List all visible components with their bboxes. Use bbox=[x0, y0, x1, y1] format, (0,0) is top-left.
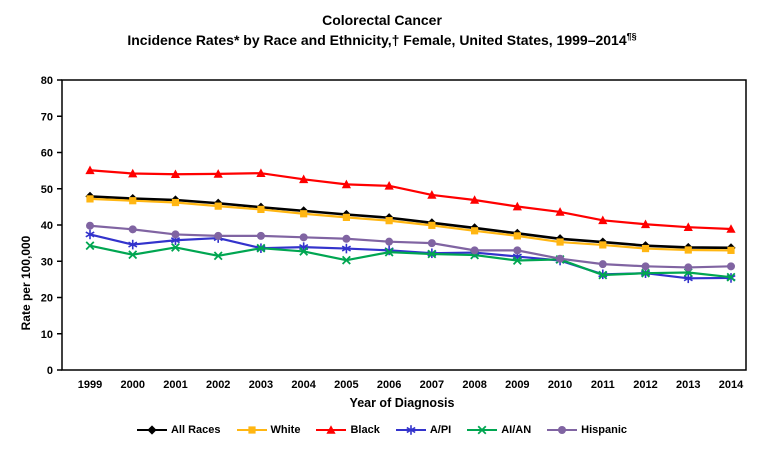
legend-label: A/PI bbox=[429, 424, 452, 436]
x-tick-label: 2004 bbox=[291, 379, 316, 391]
legend-marker-icon bbox=[236, 426, 267, 434]
legend-marker-icon bbox=[316, 425, 347, 434]
series-a-pi bbox=[85, 229, 736, 284]
y-tick-label: 70 bbox=[41, 111, 53, 123]
series-white bbox=[86, 195, 735, 254]
x-tick-label: 2012 bbox=[633, 379, 657, 391]
x-tick-label: 2002 bbox=[206, 379, 230, 391]
chart-area: 0 10 20 30 40 50 60 70 80 1999 2000 2001 2002 2003 200… bbox=[0, 68, 764, 394]
legend-item-hispanic: Hispanic bbox=[547, 424, 627, 436]
legend-label: Hispanic bbox=[581, 424, 628, 436]
legend-item-all-races: All Races bbox=[136, 424, 221, 436]
chart-title-line1: Colorectal Cancer bbox=[322, 12, 442, 28]
y-tick-label: 30 bbox=[41, 256, 53, 268]
y-tick-label: 40 bbox=[41, 220, 53, 232]
x-tick-label: 2000 bbox=[120, 379, 144, 391]
legend-item-white: White bbox=[236, 424, 301, 436]
series-hispanic bbox=[86, 221, 735, 272]
chart-canvas: 0 10 20 30 40 50 60 70 80 1999 2000 2001 2002 2003 200… bbox=[41, 75, 747, 391]
x-tick-label: 2003 bbox=[249, 379, 273, 391]
legend-label: White bbox=[270, 424, 301, 436]
legend-marker-icon bbox=[395, 425, 426, 435]
y-tick-label: 0 bbox=[47, 365, 53, 377]
x-tick-label: 1999 bbox=[78, 379, 102, 391]
chart-title: Colorectal Cancer Incidence Rates* by Ra… bbox=[0, 0, 764, 68]
y-tick-label: 10 bbox=[41, 329, 53, 341]
x-tick-label: 2014 bbox=[719, 379, 744, 391]
legend-label: Black bbox=[350, 424, 380, 436]
legend-marker-icon bbox=[136, 425, 167, 435]
y-tick-label: 80 bbox=[41, 75, 53, 87]
x-tick-label: 2001 bbox=[163, 379, 187, 391]
legend-marker-icon bbox=[467, 425, 498, 435]
chart-title-line2: Incidence Rates* by Race and Ethnicity,†… bbox=[127, 31, 637, 49]
legend-label: All Races bbox=[170, 424, 221, 436]
legend-item-a-pi: A/PI bbox=[395, 424, 452, 436]
x-axis-title: Year of Diagnosis bbox=[349, 396, 455, 410]
x-tick-label: 2010 bbox=[548, 379, 572, 391]
x-tick-label: 2007 bbox=[420, 379, 444, 391]
y-tick-label: 50 bbox=[41, 184, 53, 196]
x-tick-label: 2005 bbox=[334, 379, 358, 391]
y-tick-label: 20 bbox=[41, 293, 53, 305]
x-tick-label: 2009 bbox=[505, 379, 529, 391]
y-tick-label: 60 bbox=[41, 148, 53, 160]
title-footnote-marks: ¶§ bbox=[626, 31, 637, 42]
legend-item-black: Black bbox=[316, 424, 380, 436]
x-tick-label: 2008 bbox=[462, 379, 486, 391]
legend-label: AI/AN bbox=[501, 424, 532, 436]
legend-marker-icon bbox=[547, 426, 578, 434]
y-axis-title: Rate per 100,000 bbox=[19, 235, 33, 331]
x-tick-label: 2013 bbox=[676, 379, 700, 391]
x-tick-label: 2011 bbox=[591, 379, 615, 391]
x-tick-label: 2006 bbox=[377, 379, 401, 391]
series-black bbox=[85, 165, 736, 233]
chart-legend: All Races White Black A/PI AI/AN Hispanic bbox=[0, 424, 764, 436]
legend-item-ai-an: AI/AN bbox=[467, 424, 531, 436]
